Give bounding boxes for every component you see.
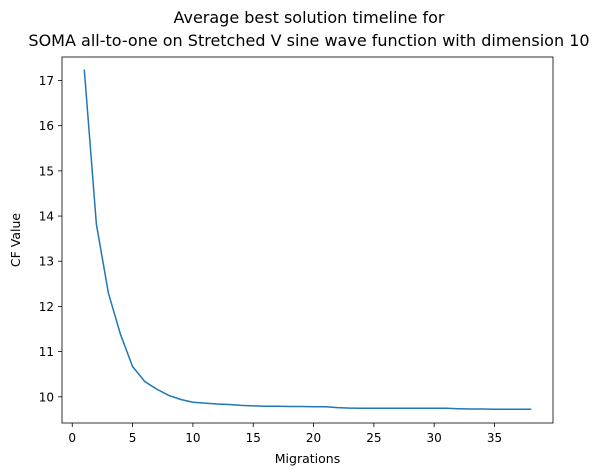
series-line — [83, 69, 532, 410]
x-tick-label: 10 — [185, 431, 200, 445]
x-tick-label: 5 — [129, 431, 137, 445]
chart-title-line-2: SOMA all-to-one on Stretched V sine wave… — [28, 31, 589, 50]
y-tick-label: 17 — [39, 74, 54, 88]
x-axis-label: Migrations — [275, 451, 340, 466]
chart-title-line-1: Average best solution timeline for — [173, 8, 444, 27]
chart-title: Average best solution timeline for SOMA … — [28, 8, 589, 50]
y-axis-label: CF Value — [8, 213, 23, 268]
y-tick-label: 14 — [39, 210, 54, 224]
y-tick-label: 10 — [39, 390, 54, 404]
y-tick-label: 13 — [39, 255, 54, 269]
plot-area-frame — [61, 56, 554, 424]
x-tick-label: 20 — [306, 431, 321, 445]
x-tick-label: 35 — [487, 431, 502, 445]
y-tick-label: 12 — [39, 300, 54, 314]
y-tick-label: 11 — [39, 345, 54, 359]
axis-ticks: 0 5 10 15 20 25 30 35 10 11 12 13 14 15 16 17 — [39, 74, 502, 445]
x-tick-label: 15 — [246, 431, 261, 445]
x-tick-label: 0 — [68, 431, 76, 445]
x-tick-label: 25 — [366, 431, 381, 445]
y-tick-label: 15 — [39, 164, 54, 178]
x-tick-label: 30 — [427, 431, 442, 445]
y-tick-label: 16 — [39, 119, 54, 133]
